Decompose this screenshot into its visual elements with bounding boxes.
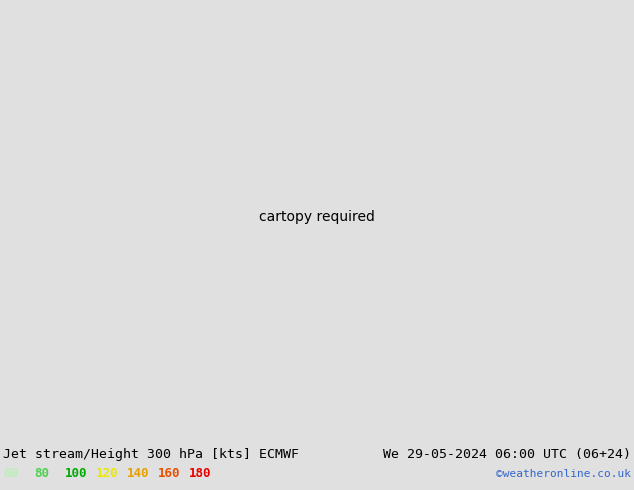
Text: 180: 180: [189, 467, 212, 480]
Text: 60: 60: [3, 467, 18, 480]
Text: 160: 160: [158, 467, 181, 480]
Text: We 29-05-2024 06:00 UTC (06+24): We 29-05-2024 06:00 UTC (06+24): [383, 448, 631, 461]
Text: Jet stream/Height 300 hPa [kts] ECMWF: Jet stream/Height 300 hPa [kts] ECMWF: [3, 448, 299, 461]
Text: 140: 140: [127, 467, 150, 480]
Text: ©weatheronline.co.uk: ©weatheronline.co.uk: [496, 469, 631, 479]
Text: 120: 120: [96, 467, 119, 480]
Text: cartopy required: cartopy required: [259, 210, 375, 224]
Text: 80: 80: [34, 467, 49, 480]
Text: 100: 100: [65, 467, 87, 480]
